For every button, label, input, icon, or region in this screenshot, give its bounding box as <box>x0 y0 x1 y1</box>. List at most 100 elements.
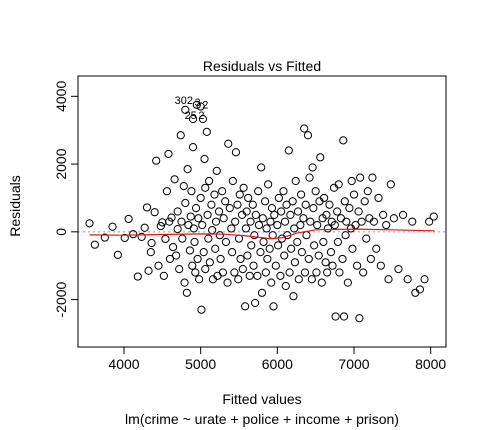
data-point <box>382 220 391 230</box>
data-point <box>320 193 329 203</box>
data-point <box>250 231 259 240</box>
data-point <box>339 136 348 145</box>
data-point <box>363 187 372 196</box>
data-point <box>274 193 283 203</box>
data-point <box>230 268 239 277</box>
data-point <box>170 175 179 184</box>
data-point <box>231 217 240 226</box>
x-tick-label: 4000 <box>108 356 139 372</box>
data-point <box>260 197 270 206</box>
data-point <box>273 220 282 230</box>
data-point <box>299 214 308 223</box>
data-point <box>277 207 286 216</box>
data-point <box>223 278 232 287</box>
data-point <box>279 187 288 196</box>
data-point <box>290 224 299 233</box>
data-point <box>205 258 214 267</box>
data-point <box>394 264 403 274</box>
data-point <box>198 114 208 124</box>
data-point <box>189 224 198 233</box>
data-point <box>307 275 316 284</box>
data-point <box>323 268 332 277</box>
data-point <box>178 234 187 243</box>
data-point <box>140 223 149 232</box>
data-point <box>212 166 221 175</box>
data-point <box>175 264 184 274</box>
data-point <box>359 268 368 277</box>
y-axis-label: Residuals <box>7 175 23 236</box>
data-point <box>262 224 271 233</box>
data-point <box>162 187 172 196</box>
data-point <box>190 237 199 247</box>
data-point <box>312 268 321 277</box>
data-point <box>267 278 276 287</box>
data-point <box>281 281 290 291</box>
smooth-line-layer <box>89 228 435 240</box>
data-point <box>245 271 254 280</box>
data-point <box>274 241 283 250</box>
data-point <box>154 261 163 270</box>
data-point <box>288 197 297 206</box>
plot-frame-layer <box>77 75 447 348</box>
outlier-label: 2 <box>198 110 204 122</box>
x-tick-label: 7000 <box>338 356 369 372</box>
data-point <box>236 254 245 264</box>
x-tick-label: 8000 <box>415 356 446 372</box>
y-tick-label: 4000 <box>53 81 69 112</box>
data-point <box>316 153 325 162</box>
data-point <box>234 275 243 284</box>
data-point <box>233 200 242 209</box>
smooth-trend-line <box>89 228 435 240</box>
y-tick-label: 2000 <box>53 148 69 179</box>
data-point <box>297 190 306 199</box>
data-point <box>368 173 377 182</box>
data-point <box>172 251 181 260</box>
data-point <box>374 193 383 203</box>
data-point <box>202 127 211 136</box>
data-point <box>181 105 190 114</box>
data-point <box>241 224 250 233</box>
data-point <box>308 163 317 172</box>
data-point <box>221 197 230 206</box>
data-point <box>257 163 266 172</box>
data-point <box>328 261 337 270</box>
data-point <box>296 220 305 230</box>
x-tick-label: 6000 <box>262 356 293 372</box>
data-point <box>302 231 311 240</box>
data-point <box>306 217 315 226</box>
data-point <box>191 204 201 213</box>
data-point <box>429 212 438 221</box>
data-point <box>124 214 133 224</box>
data-point <box>142 203 152 212</box>
data-point <box>194 214 203 223</box>
data-point <box>333 237 342 247</box>
data-point <box>159 271 168 280</box>
data-point <box>241 302 250 311</box>
data-point <box>276 271 285 280</box>
data-point <box>85 219 94 228</box>
data-point <box>341 231 350 240</box>
data-point <box>224 139 233 148</box>
data-point <box>196 102 205 111</box>
data-point <box>165 254 175 264</box>
data-point <box>227 224 236 233</box>
data-point <box>182 288 191 297</box>
data-point <box>168 242 178 252</box>
data-point <box>200 154 209 164</box>
data-point <box>173 207 182 216</box>
data-point <box>369 217 379 226</box>
data-point <box>352 261 362 270</box>
data-point <box>239 183 248 192</box>
data-point <box>290 258 300 267</box>
data-point <box>100 233 109 242</box>
data-point <box>282 200 291 209</box>
data-point <box>386 180 395 189</box>
axes-layer: 4000 5000 6000 7000 8000 -2000 0 2000 4000 <box>53 81 446 372</box>
data-point <box>408 217 417 226</box>
data-point <box>247 241 256 250</box>
data-point <box>218 268 227 277</box>
data-point <box>253 271 262 280</box>
y-tick-label: 0 <box>53 228 69 236</box>
data-point <box>201 264 210 274</box>
data-point <box>195 275 204 284</box>
